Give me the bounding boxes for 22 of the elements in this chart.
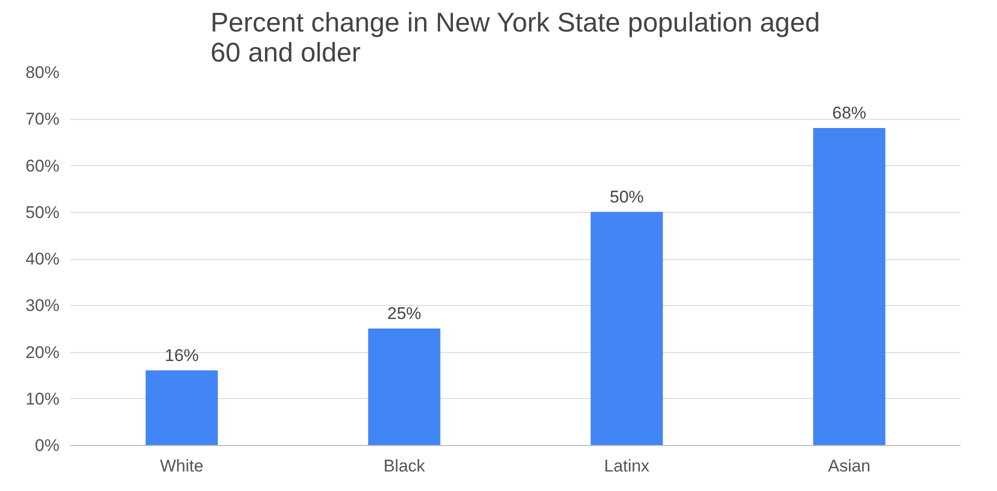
y-tick-label: 50% — [25, 202, 60, 222]
bar — [146, 370, 218, 446]
data-label: 16% — [164, 346, 199, 365]
x-tick-label: Black — [383, 456, 426, 476]
bar — [590, 212, 663, 446]
y-tick-label: 10% — [25, 389, 60, 408]
y-tick-label: 40% — [25, 250, 60, 268]
bar — [368, 328, 440, 446]
y-tick-label: 30% — [25, 296, 60, 316]
y-tick-label: 70% — [25, 110, 60, 129]
chart-title: Percent change in New York State population aged 60 and older — [210, 8, 820, 68]
data-label: 50% — [610, 187, 644, 206]
y-tick-label: 60% — [25, 156, 60, 176]
x-tick-label: White — [160, 456, 204, 476]
bar — [813, 128, 886, 446]
data-label: 68% — [832, 103, 866, 122]
y-tick-label: 20% — [25, 342, 60, 362]
x-tick-label: Asian — [828, 456, 871, 476]
y-tick-label: 80% — [25, 63, 60, 82]
x-tick-label: Latinx — [604, 456, 650, 476]
data-label: 25% — [387, 304, 422, 323]
y-tick-label: 0% — [34, 436, 60, 455]
